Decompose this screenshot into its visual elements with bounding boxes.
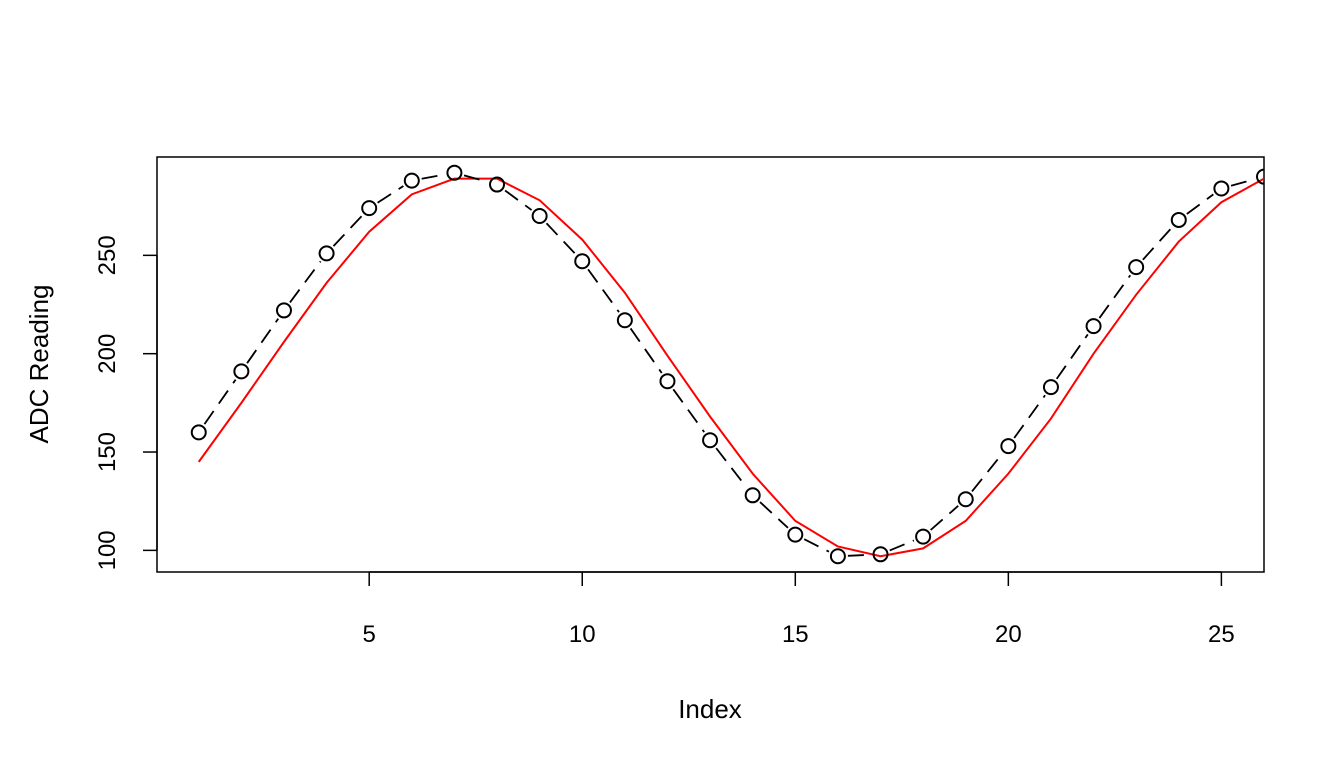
series-black-point — [489, 176, 506, 193]
series-black-segment — [203, 379, 237, 425]
series-black-point — [702, 432, 719, 449]
series-black-segment — [971, 453, 1003, 492]
series-black-point — [318, 245, 335, 262]
series-black-segment — [803, 538, 830, 553]
series-black-segment — [332, 214, 363, 247]
x-tick-label: 25 — [1208, 621, 1235, 648]
series-black-segment — [545, 222, 577, 255]
series-black-segment — [377, 185, 404, 204]
y-tick-label: 200 — [94, 334, 121, 374]
series-black-point — [787, 526, 804, 543]
series-black-point — [744, 487, 761, 504]
series-black-segment — [1098, 274, 1132, 319]
y-tick-label: 150 — [94, 432, 121, 472]
series-black-point — [1128, 259, 1145, 276]
series-black-point — [1170, 211, 1187, 228]
series-black-segment — [463, 174, 488, 183]
series-black-point — [616, 312, 633, 329]
series-black-point — [1256, 168, 1264, 185]
series-layer — [190, 164, 1264, 565]
series-red-line — [197, 177, 1264, 558]
series-black-point — [361, 200, 378, 217]
series-black-point — [829, 548, 846, 565]
series-black-segment — [715, 447, 748, 488]
series-black-segment — [930, 505, 959, 531]
series-black-point — [659, 373, 676, 390]
series-black-point — [1000, 438, 1017, 455]
series-black-point — [574, 253, 591, 270]
series-black-segment — [504, 189, 533, 211]
plot-frame — [156, 156, 1265, 573]
x-tick-label: 10 — [569, 621, 596, 648]
series-black-point — [915, 528, 932, 545]
series-black-segment — [421, 173, 445, 180]
series-black-point — [1085, 318, 1102, 335]
y-axis-title: ADC Reading — [24, 285, 54, 444]
series-black-point — [1042, 379, 1059, 396]
y-axis: 100 150 200 250 — [94, 235, 158, 570]
series-black-point — [1213, 180, 1230, 197]
series-black-segment — [289, 260, 322, 303]
series-black-segment — [1055, 333, 1089, 380]
series-black-segment — [672, 388, 705, 433]
series-black-segment — [1142, 226, 1173, 261]
series-black-point — [446, 164, 463, 181]
x-axis-title: Index — [678, 694, 742, 724]
series-black-point — [872, 546, 889, 563]
series-black-segment — [1013, 394, 1046, 439]
series-black-segment — [847, 553, 871, 557]
series-black-segment — [587, 268, 620, 313]
y-tick-label: 250 — [94, 235, 121, 275]
x-axis: 5 10 15 20 25 — [363, 571, 1235, 648]
series-black-point — [403, 172, 420, 189]
series-black-point — [275, 302, 292, 319]
x-tick-label: 15 — [782, 621, 809, 648]
series-black-segment — [1230, 178, 1255, 187]
series-black-segment — [759, 501, 789, 529]
series-black-point — [190, 424, 207, 441]
x-tick-label: 5 — [363, 621, 376, 648]
series-black-segment — [1186, 193, 1214, 215]
series-black-segment — [629, 327, 663, 374]
series-black-segment — [246, 318, 279, 364]
series-black-segment — [889, 539, 915, 552]
x-tick-label: 20 — [995, 621, 1022, 648]
series-black-point — [531, 208, 548, 225]
series-black-point — [233, 363, 250, 380]
series-black-point — [957, 491, 974, 508]
y-tick-label: 100 — [94, 530, 121, 570]
